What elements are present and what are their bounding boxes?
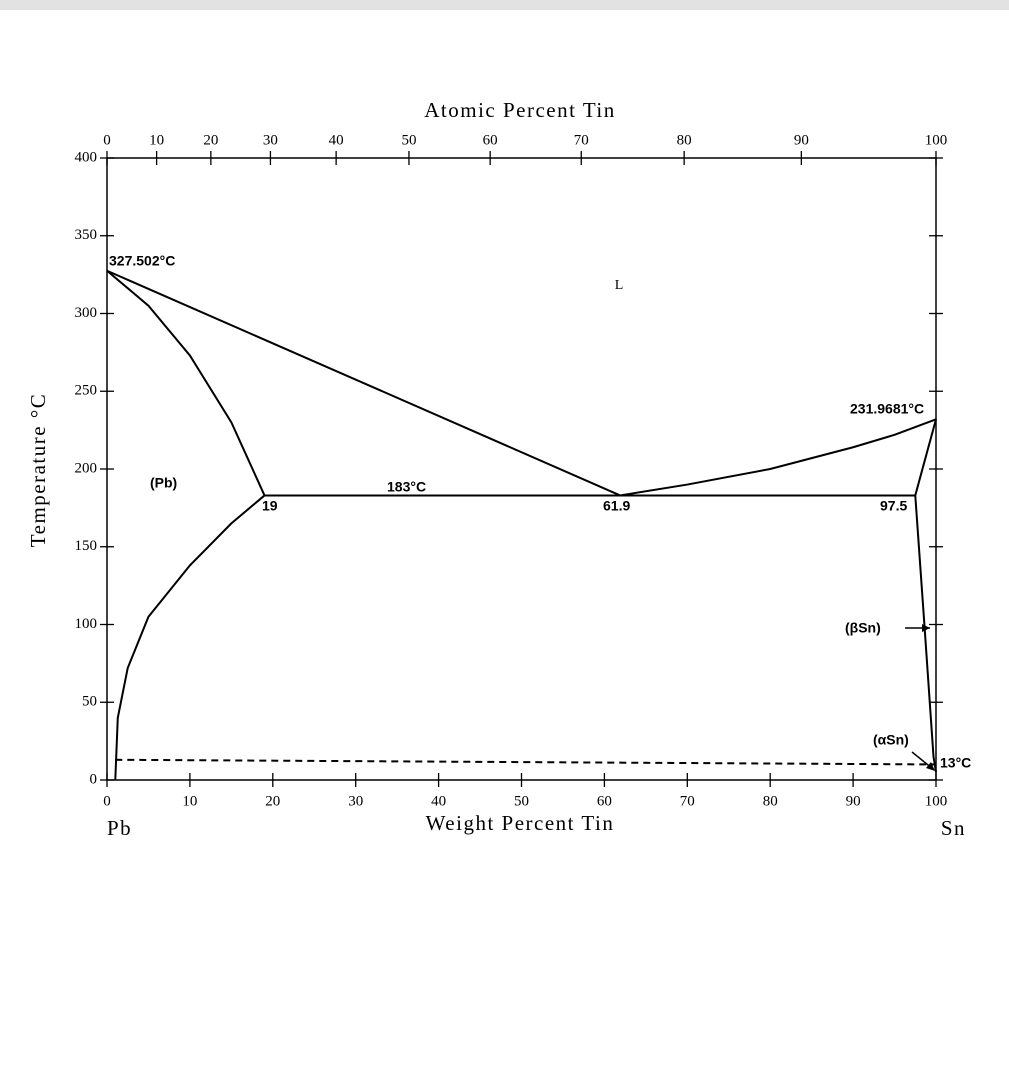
annotation: (Pb) [150, 475, 177, 491]
phase-boundary [106, 269, 621, 497]
y-tick-label: 150 [75, 538, 98, 554]
plot-frame [106, 157, 937, 781]
x2-tick-label: 50 [401, 132, 416, 148]
annotation: (αSn) [873, 732, 909, 748]
phase-boundary [914, 419, 937, 496]
phase-boundary [115, 758, 937, 766]
annotation: 183°C [387, 479, 426, 495]
y-tick-label: 0 [90, 771, 98, 787]
y-tick-label: 300 [75, 305, 98, 321]
x-tick-label: 80 [763, 793, 778, 809]
x2-axis-label: Atomic Percent Tin [424, 98, 616, 122]
arrow-head [922, 624, 930, 632]
x-tick-label: 0 [103, 793, 111, 809]
annotation: 97.5 [880, 498, 907, 514]
annotation: 231.9681°C [850, 401, 924, 417]
x2-tick-label: 80 [677, 132, 692, 148]
x-tick-label: 90 [846, 793, 861, 809]
x-tick-label: 60 [597, 793, 612, 809]
annotation: 19 [262, 498, 278, 514]
y-tick-label: 400 [75, 149, 98, 165]
x-tick-label: 70 [680, 793, 695, 809]
phase-boundary [114, 494, 266, 781]
x2-tick-label: 30 [263, 132, 278, 148]
y-tick-label: 50 [82, 694, 97, 710]
annotation: 13°C [940, 755, 971, 771]
phase-boundary [106, 269, 266, 496]
annotation: 327.502°C [109, 253, 175, 269]
phase-boundary [914, 495, 937, 773]
x-tick-label: 50 [514, 793, 529, 809]
x-tick-label: 10 [182, 793, 197, 809]
x-tick-label: 100 [925, 793, 948, 809]
y-tick-label: 200 [75, 460, 98, 476]
x2-tick-label: 40 [329, 132, 344, 148]
x2-tick-label: 0 [103, 132, 111, 148]
annotation: 61.9 [603, 498, 630, 514]
y-tick-label: 250 [75, 383, 98, 399]
y-axis-label: Temperature °C [26, 393, 50, 547]
x-axis-label: Weight Percent Tin [426, 811, 615, 835]
x2-tick-label: 90 [794, 132, 809, 148]
x2-tick-label: 20 [203, 132, 218, 148]
x2-tick-label: 60 [483, 132, 498, 148]
x-tick-label: 40 [431, 793, 446, 809]
x2-tick-label: 10 [149, 132, 164, 148]
top-bar [0, 0, 1009, 10]
x2-tick-label: 100 [925, 132, 948, 148]
x2-tick-label: 70 [574, 132, 589, 148]
x-tick-label: 30 [348, 793, 363, 809]
x-left-label: Pb [107, 816, 132, 840]
annotation: L [615, 278, 624, 293]
y-tick-label: 100 [75, 616, 98, 632]
phase-boundary [619, 418, 937, 497]
annotation: (βSn) [845, 620, 881, 636]
arrow-head [926, 762, 935, 771]
x-right-label: Sn [941, 816, 966, 840]
x-tick-label: 20 [265, 793, 280, 809]
y-tick-label: 350 [75, 227, 98, 243]
